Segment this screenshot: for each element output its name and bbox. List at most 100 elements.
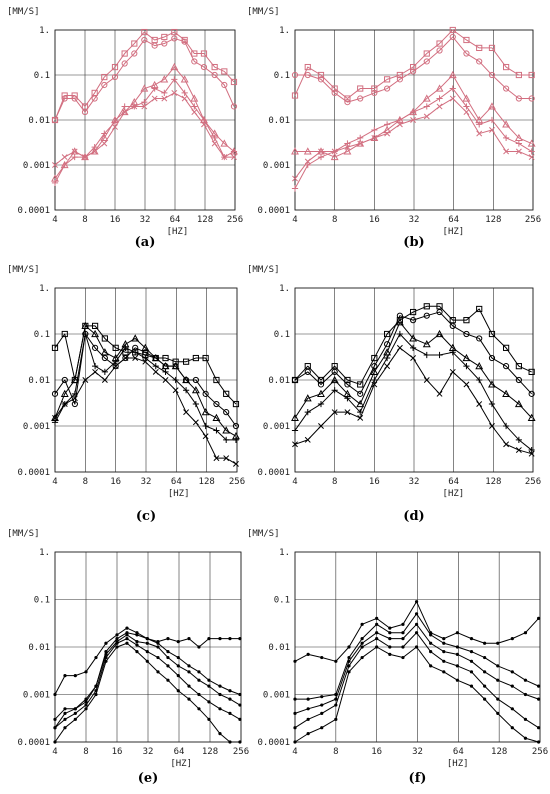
data-point — [101, 73, 108, 81]
data-point — [291, 147, 299, 155]
data-point — [231, 154, 237, 161]
data-point — [304, 363, 311, 370]
y-tick-label: 0.1 — [274, 596, 290, 606]
data-point — [462, 94, 471, 102]
data-point — [330, 375, 339, 384]
data-point — [161, 33, 168, 41]
data-point — [436, 390, 443, 397]
data-point — [306, 652, 310, 656]
data-point — [371, 126, 378, 134]
data-point — [469, 650, 474, 654]
data-point — [396, 76, 403, 83]
data-point — [63, 711, 67, 716]
data-point — [360, 622, 364, 626]
data-point — [187, 697, 191, 701]
data-point — [503, 441, 510, 448]
series-3 — [293, 622, 541, 716]
data-point — [423, 303, 430, 310]
series-5 — [292, 95, 535, 182]
data-point — [347, 645, 351, 649]
data-point — [141, 98, 148, 106]
data-point — [220, 139, 229, 147]
data-point — [331, 387, 338, 394]
series-line — [294, 333, 532, 451]
data-point — [100, 133, 109, 142]
data-point — [183, 409, 190, 416]
data-point — [111, 73, 119, 81]
series-4 — [51, 330, 240, 443]
data-point — [331, 368, 338, 375]
data-point — [496, 711, 500, 716]
data-point — [528, 148, 535, 155]
x-tick-label: 16 — [110, 477, 121, 487]
data-point — [515, 447, 522, 454]
data-point — [476, 130, 483, 137]
data-point — [161, 362, 170, 370]
data-point — [223, 436, 230, 443]
data-point — [384, 130, 391, 137]
x-tick-label: 4 — [292, 747, 297, 757]
data-point — [293, 711, 297, 716]
data-point — [201, 121, 207, 128]
plot-frame — [294, 29, 534, 211]
data-point — [61, 161, 68, 169]
data-point — [213, 400, 220, 408]
data-point — [488, 354, 496, 362]
data-point — [84, 700, 88, 704]
series-3 — [291, 70, 536, 161]
data-point — [347, 670, 351, 674]
data-point — [388, 631, 392, 635]
data-point — [347, 655, 351, 660]
data-point — [414, 645, 419, 649]
data-point — [304, 436, 311, 443]
series-line — [294, 88, 532, 189]
data-point — [528, 368, 535, 375]
data-point — [476, 121, 483, 128]
data-point — [383, 348, 392, 356]
data-point — [469, 670, 474, 674]
plot-frame — [54, 551, 242, 743]
data-point — [202, 433, 209, 440]
data-point — [181, 38, 188, 45]
data-point — [320, 726, 324, 730]
y-tick-label: 1. — [279, 548, 290, 558]
data-point — [528, 95, 535, 102]
data-point — [238, 692, 242, 697]
x-tick-label: 128 — [197, 215, 213, 225]
data-point — [334, 717, 338, 721]
data-point — [91, 322, 99, 329]
plot-frame — [54, 287, 238, 473]
data-point — [191, 103, 198, 110]
x-tick-label: 256 — [532, 747, 548, 757]
data-point — [152, 368, 159, 375]
series-line — [54, 31, 235, 121]
series-2 — [51, 35, 238, 124]
x-tick-label: 4 — [292, 215, 297, 225]
data-point — [334, 703, 338, 707]
data-point — [166, 650, 170, 654]
data-point — [331, 148, 338, 155]
y-axis-unit: [MM/S] — [247, 7, 280, 17]
data-point — [496, 697, 500, 701]
data-point — [207, 684, 211, 688]
data-point — [423, 113, 430, 120]
data-point — [436, 103, 443, 110]
series-line — [54, 325, 237, 437]
data-point — [514, 399, 523, 408]
data-point — [221, 81, 228, 89]
data-point — [344, 409, 351, 416]
data-point — [232, 436, 240, 443]
data-point — [63, 673, 67, 678]
data-point — [53, 717, 57, 721]
data-point — [463, 330, 470, 338]
data-point — [63, 707, 67, 711]
data-point — [125, 626, 129, 630]
series-2 — [53, 631, 242, 721]
x-tick-label: 256 — [227, 215, 243, 225]
data-point — [503, 363, 510, 370]
data-point — [211, 71, 218, 79]
data-point — [101, 354, 108, 362]
data-point — [94, 692, 98, 697]
data-point — [523, 631, 528, 635]
data-point — [449, 26, 456, 34]
